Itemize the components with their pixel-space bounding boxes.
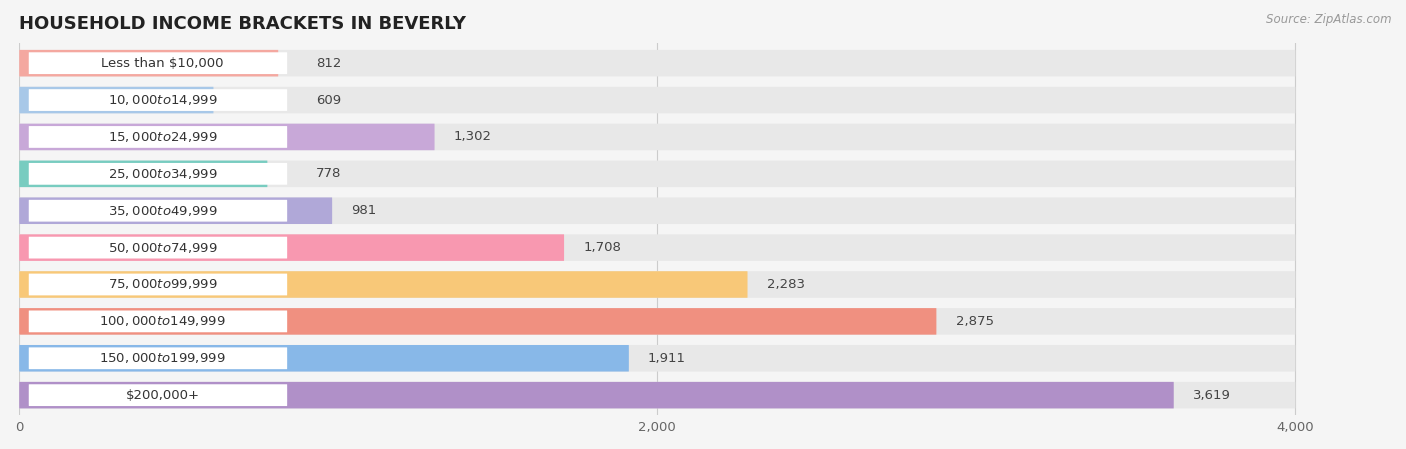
FancyBboxPatch shape [28, 126, 287, 148]
FancyBboxPatch shape [20, 382, 1174, 409]
FancyBboxPatch shape [20, 161, 267, 187]
Text: 1,302: 1,302 [454, 131, 492, 143]
FancyBboxPatch shape [20, 308, 936, 335]
Text: $15,000 to $24,999: $15,000 to $24,999 [108, 130, 218, 144]
Text: 778: 778 [316, 167, 342, 180]
FancyBboxPatch shape [28, 237, 287, 259]
FancyBboxPatch shape [20, 345, 1295, 372]
Text: 3,619: 3,619 [1192, 389, 1230, 402]
FancyBboxPatch shape [20, 50, 1295, 76]
FancyBboxPatch shape [28, 348, 287, 369]
FancyBboxPatch shape [28, 311, 287, 332]
Text: $100,000 to $149,999: $100,000 to $149,999 [100, 314, 226, 328]
Text: $150,000 to $199,999: $150,000 to $199,999 [100, 351, 226, 365]
Text: Source: ZipAtlas.com: Source: ZipAtlas.com [1267, 13, 1392, 26]
FancyBboxPatch shape [28, 52, 287, 74]
FancyBboxPatch shape [20, 271, 1295, 298]
FancyBboxPatch shape [20, 87, 214, 113]
FancyBboxPatch shape [20, 234, 564, 261]
Text: $10,000 to $14,999: $10,000 to $14,999 [108, 93, 218, 107]
FancyBboxPatch shape [20, 382, 1295, 409]
FancyBboxPatch shape [28, 89, 287, 111]
FancyBboxPatch shape [28, 200, 287, 222]
Text: Less than $10,000: Less than $10,000 [101, 57, 224, 70]
FancyBboxPatch shape [20, 87, 1295, 113]
Text: 812: 812 [316, 57, 342, 70]
FancyBboxPatch shape [28, 163, 287, 185]
FancyBboxPatch shape [28, 384, 287, 406]
FancyBboxPatch shape [20, 123, 434, 150]
FancyBboxPatch shape [20, 345, 628, 372]
Text: $200,000+: $200,000+ [125, 389, 200, 402]
Text: 609: 609 [316, 93, 342, 106]
Text: 2,283: 2,283 [766, 278, 804, 291]
FancyBboxPatch shape [20, 161, 1295, 187]
FancyBboxPatch shape [20, 123, 1295, 150]
FancyBboxPatch shape [20, 50, 278, 76]
Text: 1,911: 1,911 [648, 352, 686, 365]
Text: $35,000 to $49,999: $35,000 to $49,999 [108, 204, 218, 218]
FancyBboxPatch shape [20, 198, 1295, 224]
Text: HOUSEHOLD INCOME BRACKETS IN BEVERLY: HOUSEHOLD INCOME BRACKETS IN BEVERLY [20, 15, 467, 33]
FancyBboxPatch shape [20, 234, 1295, 261]
Text: $75,000 to $99,999: $75,000 to $99,999 [108, 277, 218, 291]
FancyBboxPatch shape [20, 271, 748, 298]
FancyBboxPatch shape [20, 198, 332, 224]
Text: 1,708: 1,708 [583, 241, 621, 254]
Text: 2,875: 2,875 [956, 315, 994, 328]
FancyBboxPatch shape [20, 308, 1295, 335]
Text: 981: 981 [352, 204, 377, 217]
Text: $25,000 to $34,999: $25,000 to $34,999 [108, 167, 218, 181]
FancyBboxPatch shape [28, 273, 287, 295]
Text: $50,000 to $74,999: $50,000 to $74,999 [108, 241, 218, 255]
